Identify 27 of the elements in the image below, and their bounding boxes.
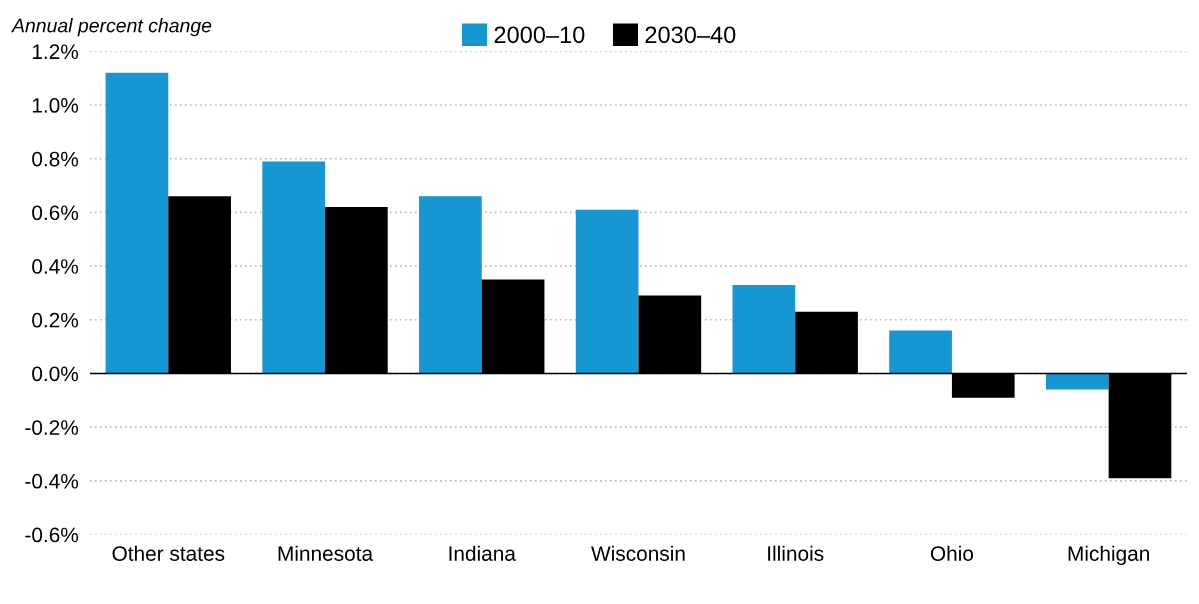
y-tick-label: -0.4% [25, 473, 79, 489]
y-tick-label: 0.4% [32, 259, 79, 274]
x-tick-label: Indiana [449, 545, 516, 561]
y-tick-label: -0.2% [25, 420, 79, 435]
bar [105, 72, 169, 374]
y-tick-label: 0.2% [32, 312, 79, 328]
legend-label: 2000–10 [494, 26, 585, 44]
bar [732, 284, 796, 374]
bar [1045, 373, 1109, 390]
y-tick-label: 0.8% [32, 151, 79, 167]
y-tick-label: -0.6% [25, 527, 79, 543]
x-tick-label: Minnesota [278, 545, 374, 561]
y-tick-label: 1.0% [32, 98, 79, 113]
y-tick-label: 0.6% [32, 205, 79, 221]
x-tick-label: Ohio [930, 545, 974, 561]
bar [419, 196, 482, 374]
x-tick-label: Illinois [768, 545, 824, 561]
bar [262, 161, 326, 374]
bar [889, 330, 952, 374]
y-axis-title: Annual percent change [11, 18, 212, 37]
y-tick-label: 1.2% [32, 44, 79, 60]
legend-label: 2030–40 [645, 26, 736, 44]
bar [575, 209, 639, 374]
y-tick-label: 0.0% [32, 366, 79, 382]
x-tick-label: Wisconsin [591, 545, 685, 561]
x-tick-label: Michigan [1068, 545, 1149, 566]
x-tick-label: Other states [112, 545, 225, 561]
